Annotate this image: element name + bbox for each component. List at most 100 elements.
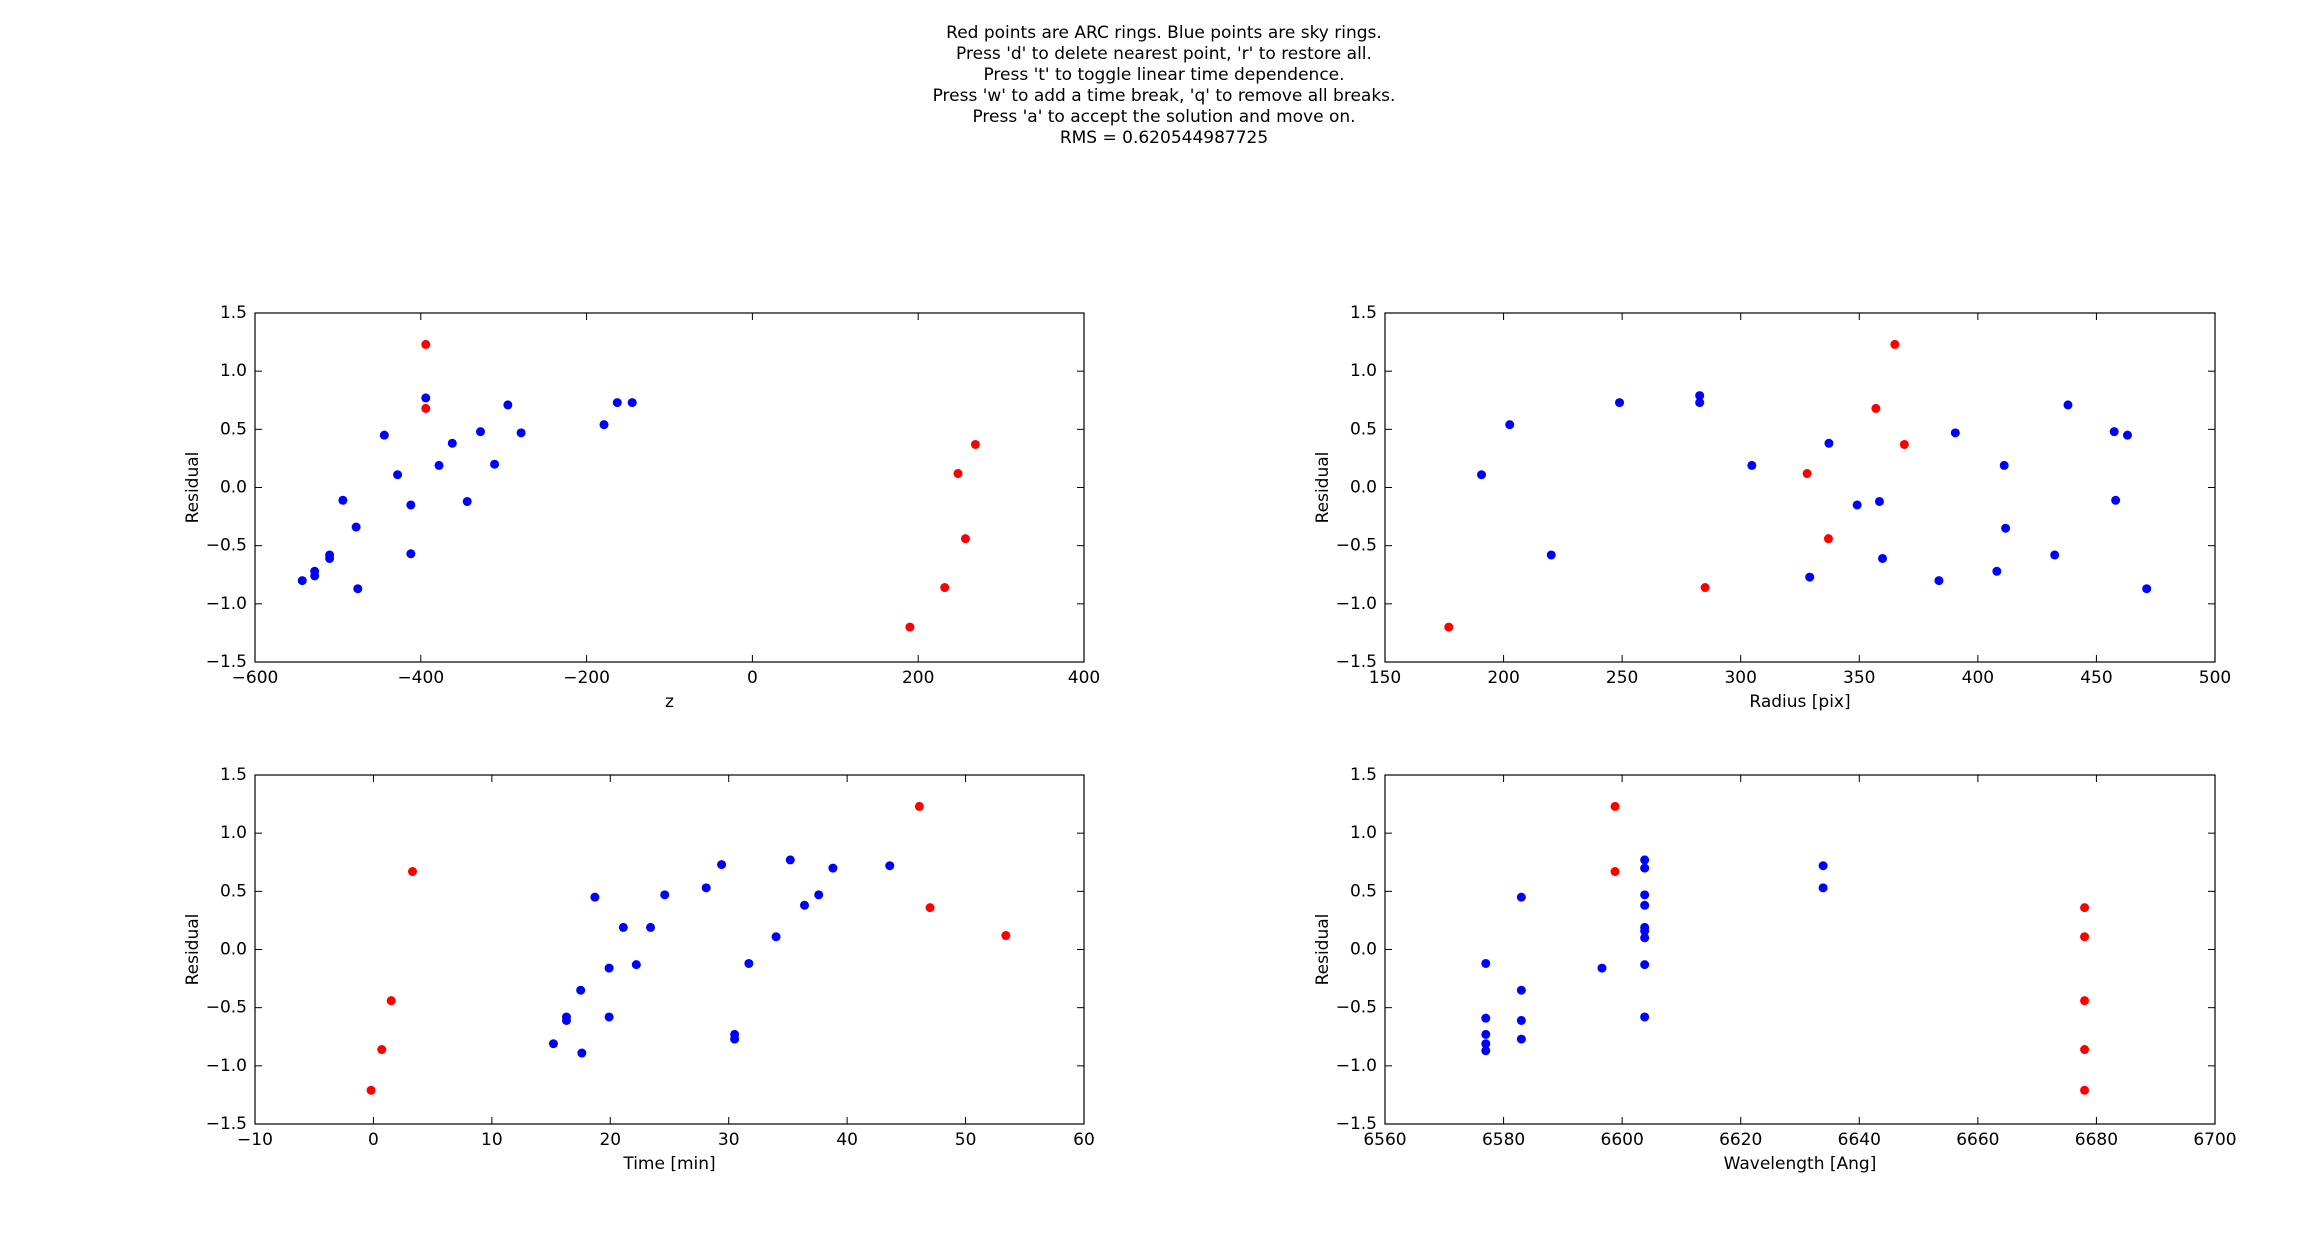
- scatter-point: [1516, 1034, 1526, 1044]
- scatter-point: [914, 801, 924, 811]
- scatter-point: [925, 903, 935, 913]
- scatter-point: [701, 883, 711, 893]
- scatter-point: [1597, 963, 1607, 973]
- y-tick-label: 0.0: [220, 478, 247, 498]
- scatter-point: [353, 584, 363, 594]
- x-tick-label: 350: [1843, 668, 1875, 688]
- scatter-point: [599, 420, 609, 430]
- scatter-point: [604, 1012, 614, 1022]
- scatter-point: [1899, 439, 1909, 449]
- x-tick-label: 500: [2199, 668, 2231, 688]
- scatter-point: [2050, 550, 2060, 560]
- x-tick-label: 250: [1606, 668, 1638, 688]
- y-tick-label: 1.5: [220, 303, 247, 323]
- y-tick-label: 1.5: [1350, 303, 1377, 323]
- x-tick-label: 6680: [2075, 1130, 2118, 1150]
- x-tick-label: 450: [2080, 668, 2112, 688]
- scatter-point: [1546, 550, 1556, 560]
- y-tick-label: 1.0: [1350, 361, 1377, 381]
- scatter-point: [905, 622, 915, 632]
- scatter-point: [421, 339, 431, 349]
- scatter-point: [421, 393, 431, 403]
- scatter-point: [561, 1015, 571, 1025]
- y-tick-label: 0.5: [1350, 419, 1377, 439]
- scatter-point: [2142, 584, 2152, 594]
- scatter-point: [2111, 495, 2121, 505]
- scatter-point: [576, 985, 586, 995]
- scatter-point: [885, 861, 895, 871]
- scatter-point: [1640, 863, 1650, 873]
- y-tick-label: 1.5: [1350, 765, 1377, 785]
- scatter-point: [960, 534, 970, 544]
- scatter-point: [297, 576, 307, 586]
- y-tick-label: −1.0: [206, 1056, 247, 1076]
- scatter-point: [1934, 576, 1944, 586]
- scatter-point: [2122, 430, 2132, 440]
- scatter-point: [1890, 339, 1900, 349]
- scatter-point: [1640, 890, 1650, 900]
- scatter-point: [310, 571, 320, 581]
- scatter-point: [940, 583, 950, 593]
- y-tick-label: 0.0: [220, 940, 247, 960]
- scatter-point: [421, 403, 431, 413]
- scatter-point: [1481, 1039, 1491, 1049]
- scatter-point: [785, 855, 795, 865]
- scatter-point: [490, 459, 500, 469]
- y-tick-label: −1.5: [206, 1114, 247, 1134]
- scatter-point: [970, 439, 980, 449]
- y-tick-label: −1.5: [1336, 652, 1377, 672]
- scatter-point: [2001, 523, 2011, 533]
- scatter-point: [447, 438, 457, 448]
- scatter-point: [1878, 553, 1888, 563]
- x-tick-label: −200: [563, 668, 610, 688]
- scatter-point: [1874, 496, 1884, 506]
- scatter-point: [1747, 460, 1757, 470]
- plot-area: [1384, 774, 2216, 1125]
- y-tick-label: 1.0: [1350, 823, 1377, 843]
- scatter-point: [1615, 398, 1625, 408]
- x-tick-label: 200: [902, 668, 934, 688]
- scatter-point: [1818, 861, 1828, 871]
- x-tick-label: 20: [599, 1130, 621, 1150]
- x-tick-label: 10: [481, 1130, 503, 1150]
- x-tick-label: 40: [836, 1130, 858, 1150]
- y-tick-label: −0.5: [1336, 998, 1377, 1018]
- scatter-point: [434, 460, 444, 470]
- scatter-point: [1640, 855, 1650, 865]
- x-axis-label: Time [min]: [622, 1154, 715, 1174]
- scatter-point: [386, 996, 396, 1006]
- figure-title-line: Press 'w' to add a time break, 'q' to re…: [933, 86, 1396, 106]
- x-tick-label: 400: [1962, 668, 1994, 688]
- y-axis-label: Residual: [1313, 452, 1333, 524]
- scatter-point: [618, 922, 628, 932]
- scatter-point: [1481, 1046, 1491, 1056]
- scatter-point: [1505, 420, 1515, 430]
- y-tick-label: 0.0: [1350, 940, 1377, 960]
- scatter-point: [604, 963, 614, 973]
- scatter-point: [1950, 428, 1960, 438]
- figure-title-line: Press 'd' to delete nearest point, 'r' t…: [956, 44, 1372, 64]
- y-tick-label: −1.0: [1336, 594, 1377, 614]
- x-tick-label: 30: [718, 1130, 740, 1150]
- scatter-point: [953, 469, 963, 479]
- scatter-point: [1444, 622, 1454, 632]
- scatter-point: [1516, 1015, 1526, 1025]
- y-tick-label: 0.0: [1350, 478, 1377, 498]
- scatter-point: [828, 863, 838, 873]
- scatter-point: [1516, 892, 1526, 902]
- x-tick-label: 150: [1369, 668, 1401, 688]
- y-tick-label: 1.0: [220, 361, 247, 381]
- scatter-point: [1640, 926, 1650, 936]
- plot-area: [254, 774, 1085, 1125]
- scatter-point: [1610, 801, 1620, 811]
- scatter-point: [612, 398, 622, 408]
- scatter-point: [1610, 867, 1620, 877]
- scatter-point: [1992, 566, 2002, 576]
- scatter-point: [338, 495, 348, 505]
- x-tick-label: −600: [232, 668, 279, 688]
- scatter-point: [548, 1039, 558, 1049]
- x-tick-label: −400: [397, 668, 444, 688]
- scatter-point: [1640, 960, 1650, 970]
- scatter-point: [771, 932, 781, 942]
